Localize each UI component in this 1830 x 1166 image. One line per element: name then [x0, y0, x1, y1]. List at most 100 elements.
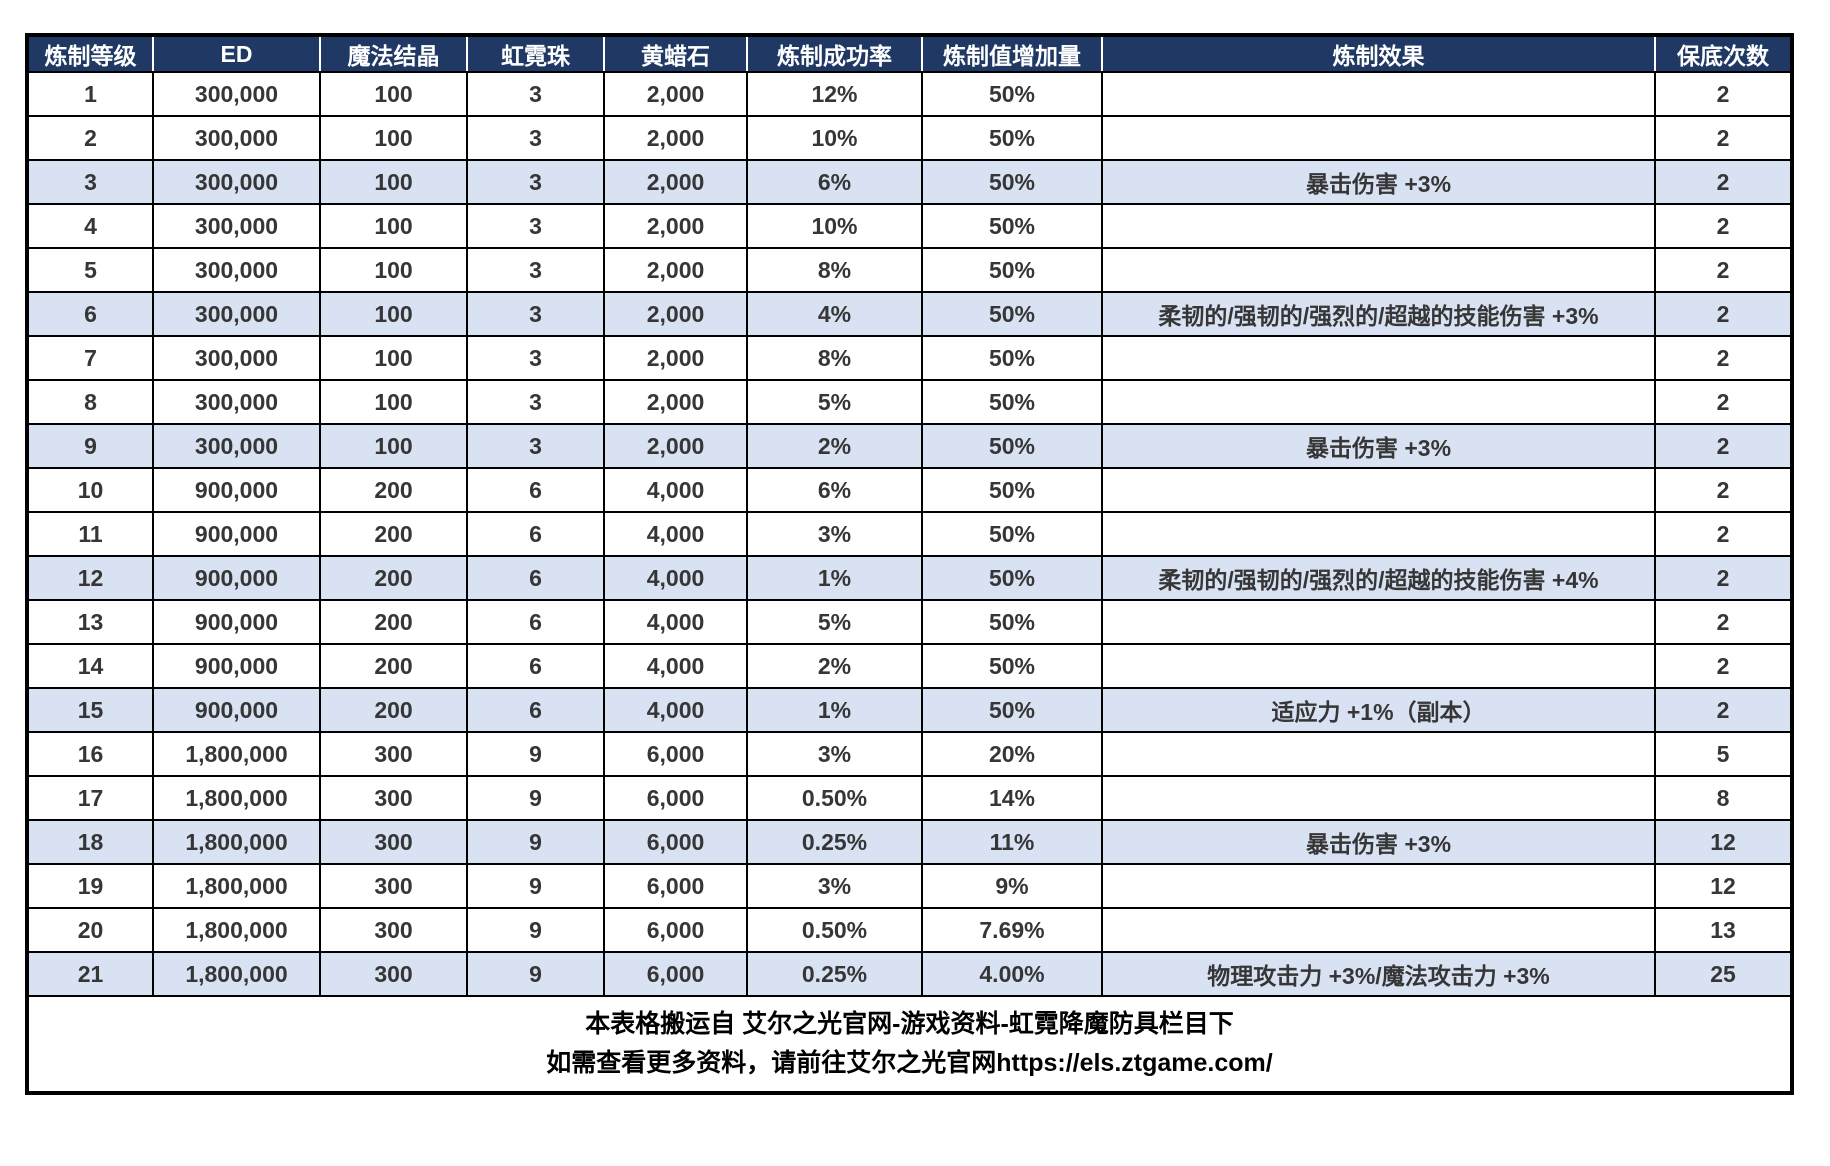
- cell-effect: 适应力 +1%（副本）: [1101, 687, 1656, 733]
- cell-pearl: 9: [466, 863, 605, 909]
- column-header-success: 炼制成功率: [746, 33, 923, 73]
- column-header-increase: 炼制值增加量: [921, 33, 1103, 73]
- cell-wax: 4,000: [603, 687, 748, 733]
- cell-level: 18: [25, 819, 154, 865]
- cell-ed: 1,800,000: [152, 907, 321, 953]
- cell-wax: 6,000: [603, 951, 748, 997]
- cell-pearl: 6: [466, 555, 605, 601]
- column-header-pearl: 虹霓珠: [466, 33, 605, 73]
- cell-wax: 4,000: [603, 643, 748, 689]
- cell-wax: 6,000: [603, 731, 748, 777]
- cell-wax: 2,000: [603, 247, 748, 293]
- table-row: 8 300,000 100 3 2,000 5% 50% 2: [25, 379, 1794, 425]
- cell-guarantee: 5: [1654, 731, 1794, 777]
- cell-ed: 900,000: [152, 555, 321, 601]
- cell-ed: 900,000: [152, 599, 321, 645]
- cell-success: 0.50%: [746, 775, 923, 821]
- cell-increase: 50%: [921, 203, 1103, 249]
- cell-effect: 柔韧的/强韧的/强烈的/超越的技能伤害 +4%: [1101, 555, 1656, 601]
- header-row: 炼制等级 ED 魔法结晶 虹霓珠 黄蜡石 炼制成功率 炼制值增加量 炼制效果 保底次数: [25, 33, 1794, 73]
- cell-level: 20: [25, 907, 154, 953]
- cell-effect: 物理攻击力 +3%/魔法攻击力 +3%: [1101, 951, 1656, 997]
- table-row: 7 300,000 100 3 2,000 8% 50% 2: [25, 335, 1794, 381]
- cell-level: 10: [25, 467, 154, 513]
- cell-effect: [1101, 467, 1656, 513]
- cell-pearl: 6: [466, 687, 605, 733]
- cell-crystal: 100: [319, 379, 468, 425]
- cell-increase: 14%: [921, 775, 1103, 821]
- cell-success: 5%: [746, 599, 923, 645]
- cell-pearl: 9: [466, 731, 605, 777]
- cell-crystal: 100: [319, 291, 468, 337]
- cell-increase: 7.69%: [921, 907, 1103, 953]
- cell-wax: 2,000: [603, 379, 748, 425]
- cell-wax: 2,000: [603, 159, 748, 205]
- cell-level: 11: [25, 511, 154, 557]
- table-row: 14 900,000 200 6 4,000 2% 50% 2: [25, 643, 1794, 689]
- cell-ed: 1,800,000: [152, 731, 321, 777]
- cell-guarantee: 2: [1654, 687, 1794, 733]
- table-row: 1 300,000 100 3 2,000 12% 50% 2: [25, 71, 1794, 117]
- column-header-ed: ED: [152, 33, 321, 73]
- cell-success: 0.50%: [746, 907, 923, 953]
- cell-pearl: 9: [466, 819, 605, 865]
- cell-guarantee: 2: [1654, 291, 1794, 337]
- cell-increase: 9%: [921, 863, 1103, 909]
- table-row: 11 900,000 200 6 4,000 3% 50% 2: [25, 511, 1794, 557]
- cell-success: 8%: [746, 247, 923, 293]
- cell-increase: 50%: [921, 643, 1103, 689]
- cell-pearl: 3: [466, 115, 605, 161]
- cell-ed: 1,800,000: [152, 863, 321, 909]
- cell-crystal: 100: [319, 423, 468, 469]
- cell-success: 2%: [746, 643, 923, 689]
- cell-success: 5%: [746, 379, 923, 425]
- cell-crystal: 300: [319, 731, 468, 777]
- cell-guarantee: 2: [1654, 643, 1794, 689]
- cell-guarantee: 2: [1654, 379, 1794, 425]
- cell-crystal: 200: [319, 555, 468, 601]
- cell-effect: 暴击伤害 +3%: [1101, 423, 1656, 469]
- cell-crystal: 100: [319, 159, 468, 205]
- cell-level: 2: [25, 115, 154, 161]
- cell-increase: 50%: [921, 687, 1103, 733]
- table-header: 炼制等级 ED 魔法结晶 虹霓珠 黄蜡石 炼制成功率 炼制值增加量 炼制效果 保底次数: [25, 33, 1794, 73]
- cell-success: 0.25%: [746, 819, 923, 865]
- cell-guarantee: 2: [1654, 203, 1794, 249]
- cell-level: 7: [25, 335, 154, 381]
- cell-level: 12: [25, 555, 154, 601]
- column-header-guarantee: 保底次数: [1654, 33, 1794, 73]
- cell-success: 10%: [746, 115, 923, 161]
- cell-increase: 11%: [921, 819, 1103, 865]
- cell-guarantee: 2: [1654, 467, 1794, 513]
- cell-success: 2%: [746, 423, 923, 469]
- cell-success: 0.25%: [746, 951, 923, 997]
- cell-crystal: 200: [319, 687, 468, 733]
- cell-increase: 50%: [921, 511, 1103, 557]
- cell-increase: 20%: [921, 731, 1103, 777]
- cell-pearl: 3: [466, 71, 605, 117]
- cell-effect: [1101, 379, 1656, 425]
- cell-increase: 50%: [921, 599, 1103, 645]
- cell-level: 1: [25, 71, 154, 117]
- cell-guarantee: 2: [1654, 555, 1794, 601]
- cell-ed: 900,000: [152, 643, 321, 689]
- cell-ed: 900,000: [152, 511, 321, 557]
- cell-ed: 300,000: [152, 203, 321, 249]
- cell-pearl: 6: [466, 467, 605, 513]
- cell-level: 5: [25, 247, 154, 293]
- cell-effect: 暴击伤害 +3%: [1101, 159, 1656, 205]
- cell-guarantee: 2: [1654, 115, 1794, 161]
- cell-success: 6%: [746, 159, 923, 205]
- cell-effect: [1101, 907, 1656, 953]
- cell-success: 8%: [746, 335, 923, 381]
- table-row: 18 1,800,000 300 9 6,000 0.25% 11% 暴击伤害 +3% 12: [25, 819, 1794, 865]
- table-row: 3 300,000 100 3 2,000 6% 50% 暴击伤害 +3% 2: [25, 159, 1794, 205]
- cell-effect: [1101, 775, 1656, 821]
- cell-level: 9: [25, 423, 154, 469]
- cell-wax: 2,000: [603, 115, 748, 161]
- cell-success: 4%: [746, 291, 923, 337]
- cell-wax: 2,000: [603, 71, 748, 117]
- cell-ed: 300,000: [152, 247, 321, 293]
- cell-ed: 1,800,000: [152, 775, 321, 821]
- cell-pearl: 6: [466, 511, 605, 557]
